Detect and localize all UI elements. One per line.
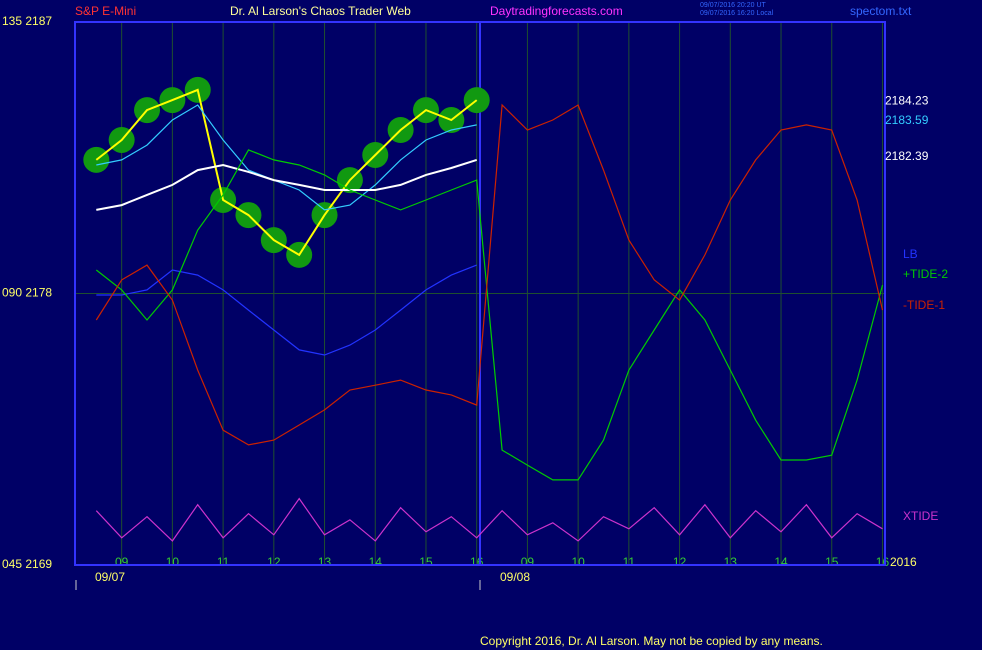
x-tick-label: 13 [724, 555, 738, 569]
y-tick-label: 090 2178 [2, 286, 52, 300]
series-line [95, 103, 884, 446]
symbol: S&P E-Mini [75, 4, 136, 18]
time-local: 09/07/2016 16:20 Local [700, 10, 774, 17]
file-name: spectom.txt [850, 4, 912, 18]
year-label: 2016 [890, 555, 917, 569]
series-line [95, 88, 478, 257]
series-line [96, 158, 478, 211]
price-label: 2184.23 [885, 94, 929, 108]
x-tick-label: 11 [623, 555, 636, 569]
x-tick-label: 16 [876, 555, 890, 569]
date-label: 09/08 [500, 570, 530, 584]
site: Daytradingforecasts.com [490, 4, 623, 18]
x-tick-label: 15 [825, 555, 839, 569]
date-label: 09/07 [95, 570, 125, 584]
time-ut: 09/07/2016 20:20 UT [700, 2, 766, 9]
y-tick-label: 045 2169 [2, 557, 52, 571]
legend-entry: +TIDE-2 [903, 267, 948, 281]
series-line [95, 497, 883, 542]
x-tick-label: 14 [774, 555, 788, 569]
x-tick-label: 10 [166, 555, 180, 569]
x-tick-label: 15 [419, 555, 433, 569]
title: Dr. Al Larson's Chaos Trader Web [230, 4, 411, 18]
x-tick-label: 13 [318, 555, 332, 569]
x-tick-label: 12 [267, 555, 281, 569]
legend-entry: XTIDE [903, 509, 938, 523]
y-tick-label: 135 2187 [2, 14, 52, 28]
series-line [95, 149, 884, 481]
series-line [96, 104, 477, 211]
x-tick-label: 09 [521, 555, 535, 569]
x-tick-label: 11 [217, 555, 230, 569]
price-label: 2183.59 [885, 113, 929, 127]
x-tick-label: 10 [571, 555, 585, 569]
x-tick-label: 16 [470, 555, 484, 569]
legend-entry: LB [903, 247, 918, 261]
series-line [96, 264, 477, 356]
price-label: 2182.39 [885, 149, 929, 163]
x-tick-label: 14 [369, 555, 383, 569]
legend-entry: -TIDE-1 [903, 298, 945, 312]
x-tick-label: 12 [673, 555, 687, 569]
x-tick-label: 09 [115, 555, 129, 569]
copyright: Copyright 2016, Dr. Al Larson. May not b… [480, 634, 823, 648]
